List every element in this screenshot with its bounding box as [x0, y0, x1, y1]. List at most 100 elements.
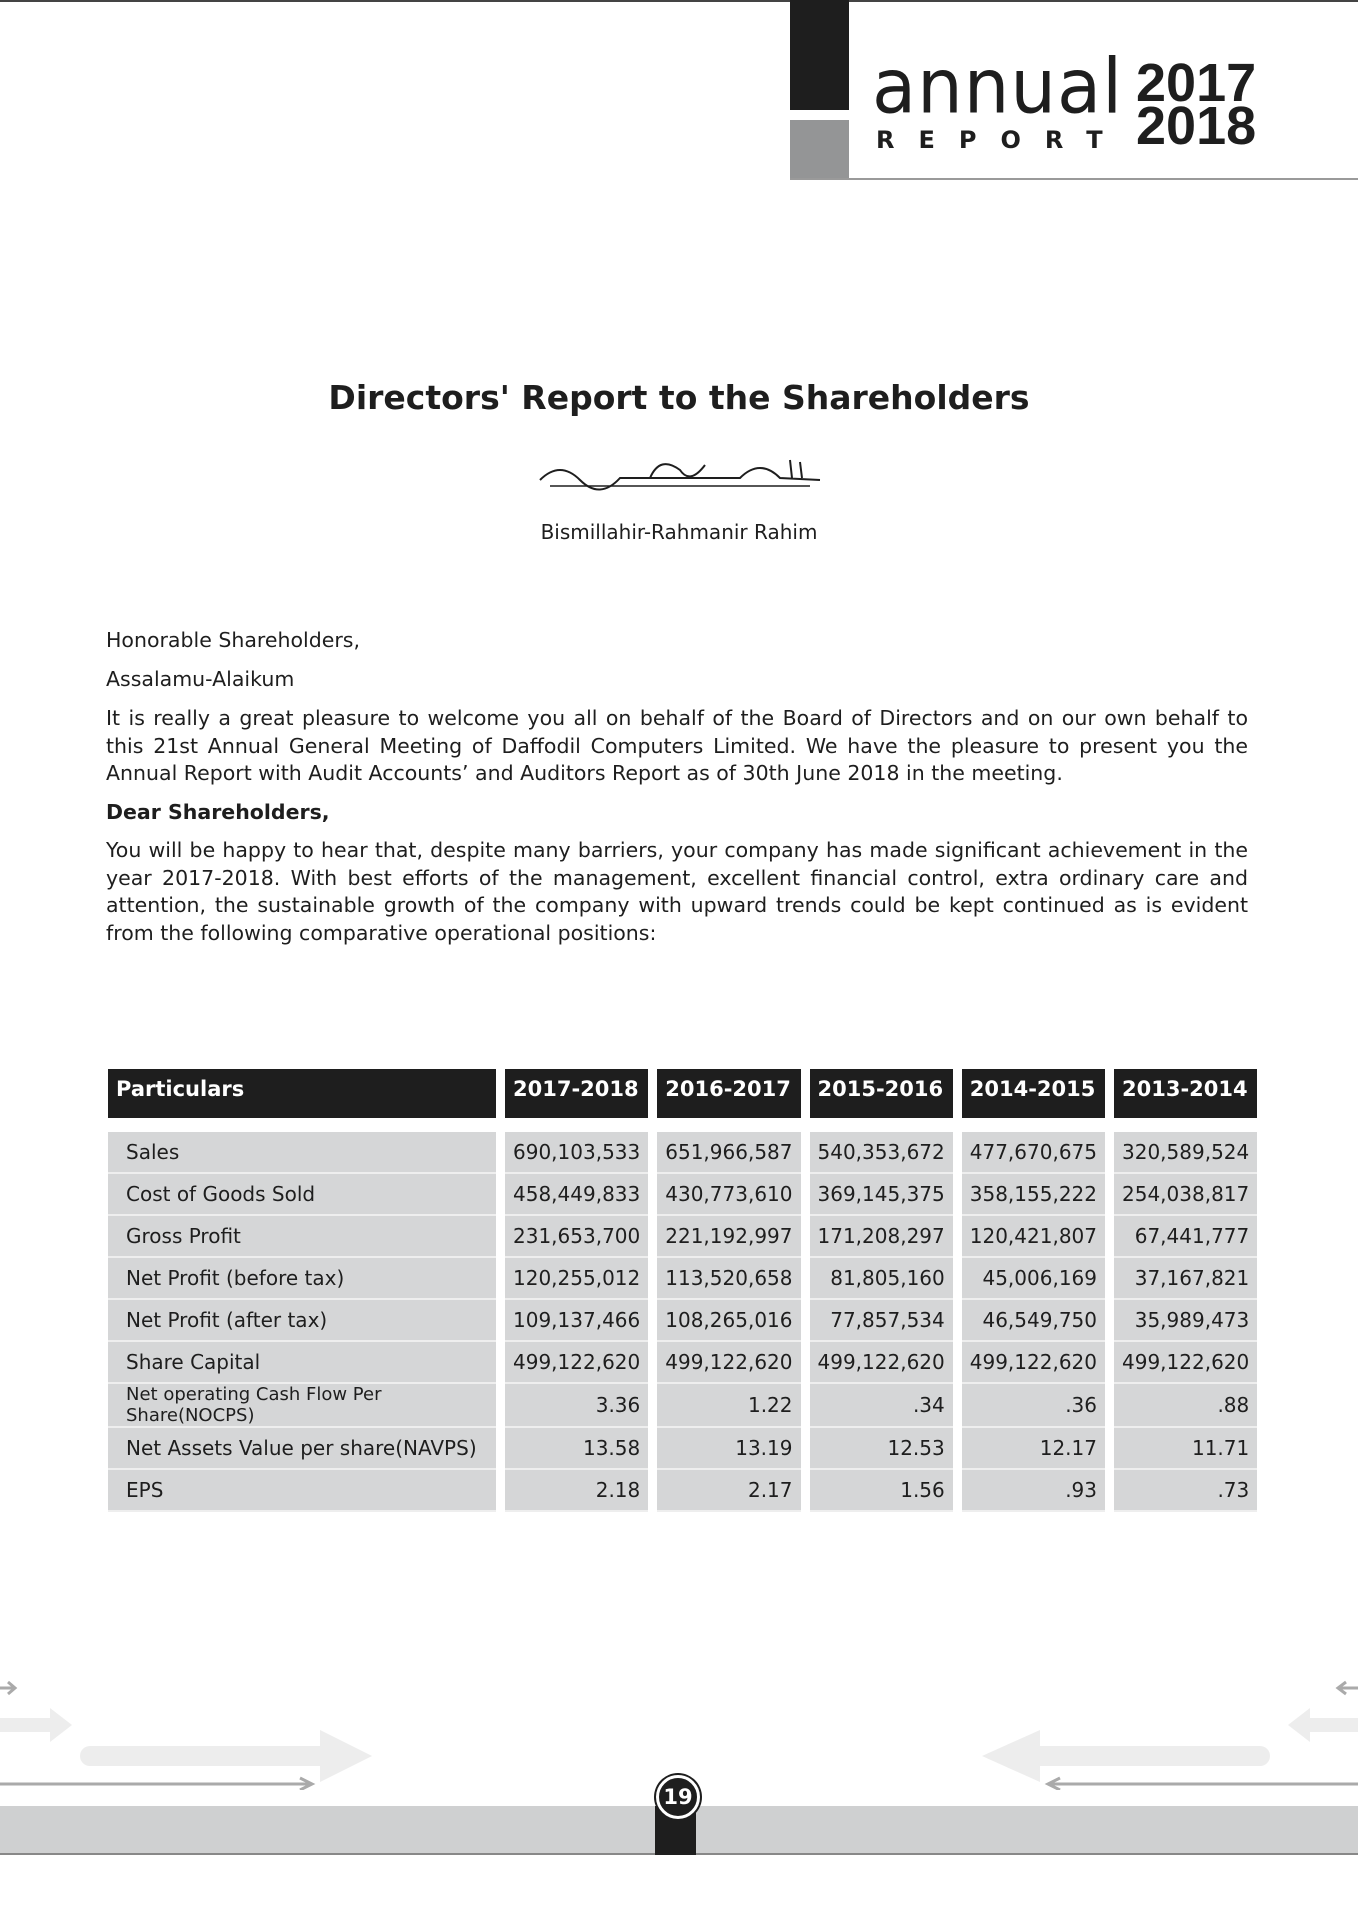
column-gap	[496, 1342, 505, 1384]
column-gap	[496, 1300, 505, 1342]
column-gap	[1105, 1342, 1114, 1384]
cell-value: 1.56	[809, 1470, 953, 1512]
column-gap	[648, 1342, 658, 1384]
paragraph-2: You will be happy to hear that, despite …	[106, 838, 1248, 945]
cell-value: 540,353,672	[809, 1132, 953, 1174]
column-gap	[496, 1132, 505, 1174]
logo-years: 2017 2018	[1136, 53, 1257, 153]
cell-value: 77,857,534	[809, 1300, 953, 1342]
greeting: Assalamu-Alaikum	[106, 667, 295, 691]
year-top: 2017	[1136, 53, 1257, 113]
cell-value: 458,449,833	[505, 1174, 649, 1216]
dear-shareholders: Dear Shareholders,	[106, 800, 330, 824]
cell-value: 651,966,587	[657, 1132, 801, 1174]
cell-value: 13.19	[657, 1428, 801, 1470]
column-gap	[648, 1384, 658, 1428]
column-gap	[648, 1428, 658, 1470]
column-gap	[800, 1069, 810, 1118]
cell-value: 37,167,821	[1114, 1258, 1258, 1300]
column-gap	[496, 1069, 505, 1118]
row-label: Net Assets Value per share(NAVPS)	[108, 1428, 496, 1470]
cell-value: .36	[961, 1384, 1105, 1428]
cell-value: 690,103,533	[505, 1132, 649, 1174]
cell-value: 12.53	[809, 1428, 953, 1470]
table-row: Cost of Goods Sold 458,449,833 430,773,610…	[108, 1174, 1258, 1216]
column-gap	[1105, 1132, 1114, 1174]
column-gap	[952, 1132, 962, 1174]
header-gap	[108, 1118, 1257, 1132]
row-label: Share Capital	[108, 1342, 496, 1384]
column-gap	[952, 1258, 962, 1300]
cell-value: 81,805,160	[809, 1258, 953, 1300]
column-gap	[800, 1428, 810, 1470]
header-block-dark	[790, 0, 849, 110]
cell-value: 120,421,807	[961, 1216, 1105, 1258]
column-gap	[648, 1470, 658, 1512]
column-gap	[952, 1069, 962, 1118]
cell-value: 430,773,610	[657, 1174, 801, 1216]
cell-value: 499,122,620	[1114, 1342, 1258, 1384]
cell-value: .88	[1114, 1384, 1258, 1428]
column-gap	[496, 1384, 505, 1428]
cell-value: 1.22	[657, 1384, 801, 1428]
cell-value: 499,122,620	[657, 1342, 801, 1384]
decorative-arrows-icon	[0, 1680, 1358, 1790]
column-header: 2016-2017	[657, 1069, 801, 1118]
cell-value: 320,589,524	[1114, 1132, 1258, 1174]
column-gap	[800, 1132, 810, 1174]
column-header: 2017-2018	[505, 1069, 649, 1118]
column-header: 2015-2016	[809, 1069, 953, 1118]
cell-value: 499,122,620	[809, 1342, 953, 1384]
column-gap	[800, 1342, 810, 1384]
calligraphy-icon	[539, 459, 821, 491]
column-gap	[496, 1258, 505, 1300]
cell-value: 477,670,675	[961, 1132, 1105, 1174]
column-gap	[1105, 1216, 1114, 1258]
table-row: Net operating Cash Flow Per Share(NOCPS)…	[108, 1384, 1258, 1428]
cell-value: .73	[1114, 1470, 1258, 1512]
column-gap	[648, 1216, 658, 1258]
cell-value: 11.71	[1114, 1428, 1258, 1470]
column-gap	[952, 1174, 962, 1216]
table-row: Net Profit (after tax) 109,137,466 108,265…	[108, 1300, 1258, 1342]
column-gap	[800, 1470, 810, 1512]
header-block-gray	[790, 120, 849, 180]
row-label: Gross Profit	[108, 1216, 496, 1258]
column-gap	[1105, 1470, 1114, 1512]
cell-value: 108,265,016	[657, 1300, 801, 1342]
cell-value: 369,145,375	[809, 1174, 953, 1216]
salutation: Honorable Shareholders,	[106, 628, 360, 652]
column-gap	[496, 1174, 505, 1216]
cell-value: 113,520,658	[657, 1258, 801, 1300]
table-row: Gross Profit 231,653,700 221,192,997 171,20…	[108, 1216, 1258, 1258]
cell-value: 13.58	[505, 1428, 649, 1470]
column-gap	[952, 1300, 962, 1342]
cell-value: 45,006,169	[961, 1258, 1105, 1300]
column-gap	[1105, 1069, 1114, 1118]
column-header: 2014-2015	[961, 1069, 1105, 1118]
column-gap	[648, 1069, 658, 1118]
cell-value: 358,155,222	[961, 1174, 1105, 1216]
cell-value: 3.36	[505, 1384, 649, 1428]
column-gap	[952, 1216, 962, 1258]
column-gap	[648, 1132, 658, 1174]
cell-value: 2.17	[657, 1470, 801, 1512]
column-gap	[1105, 1174, 1114, 1216]
cell-value: 221,192,997	[657, 1216, 801, 1258]
cell-value: 2.18	[505, 1470, 649, 1512]
row-label: Cost of Goods Sold	[108, 1174, 496, 1216]
table-row: Sales 690,103,533 651,966,587 540,353,672 47…	[108, 1132, 1258, 1174]
cell-value: 109,137,466	[505, 1300, 649, 1342]
column-gap	[952, 1384, 962, 1428]
cell-value: 499,122,620	[961, 1342, 1105, 1384]
column-gap	[496, 1428, 505, 1470]
operational-positions-table: Particulars 2017-2018 2016-2017 2015-2016 20…	[108, 1069, 1258, 1512]
cell-value: .93	[961, 1470, 1105, 1512]
column-gap	[648, 1174, 658, 1216]
table-row: Net Profit (before tax) 120,255,012 113,52…	[108, 1258, 1258, 1300]
cell-value: 254,038,817	[1114, 1174, 1258, 1216]
cell-value: 120,255,012	[505, 1258, 649, 1300]
table-row: Net Assets Value per share(NAVPS) 13.58 13…	[108, 1428, 1258, 1470]
page-title: Directors' Report to the Shareholders	[328, 378, 1030, 417]
column-gap	[1105, 1428, 1114, 1470]
